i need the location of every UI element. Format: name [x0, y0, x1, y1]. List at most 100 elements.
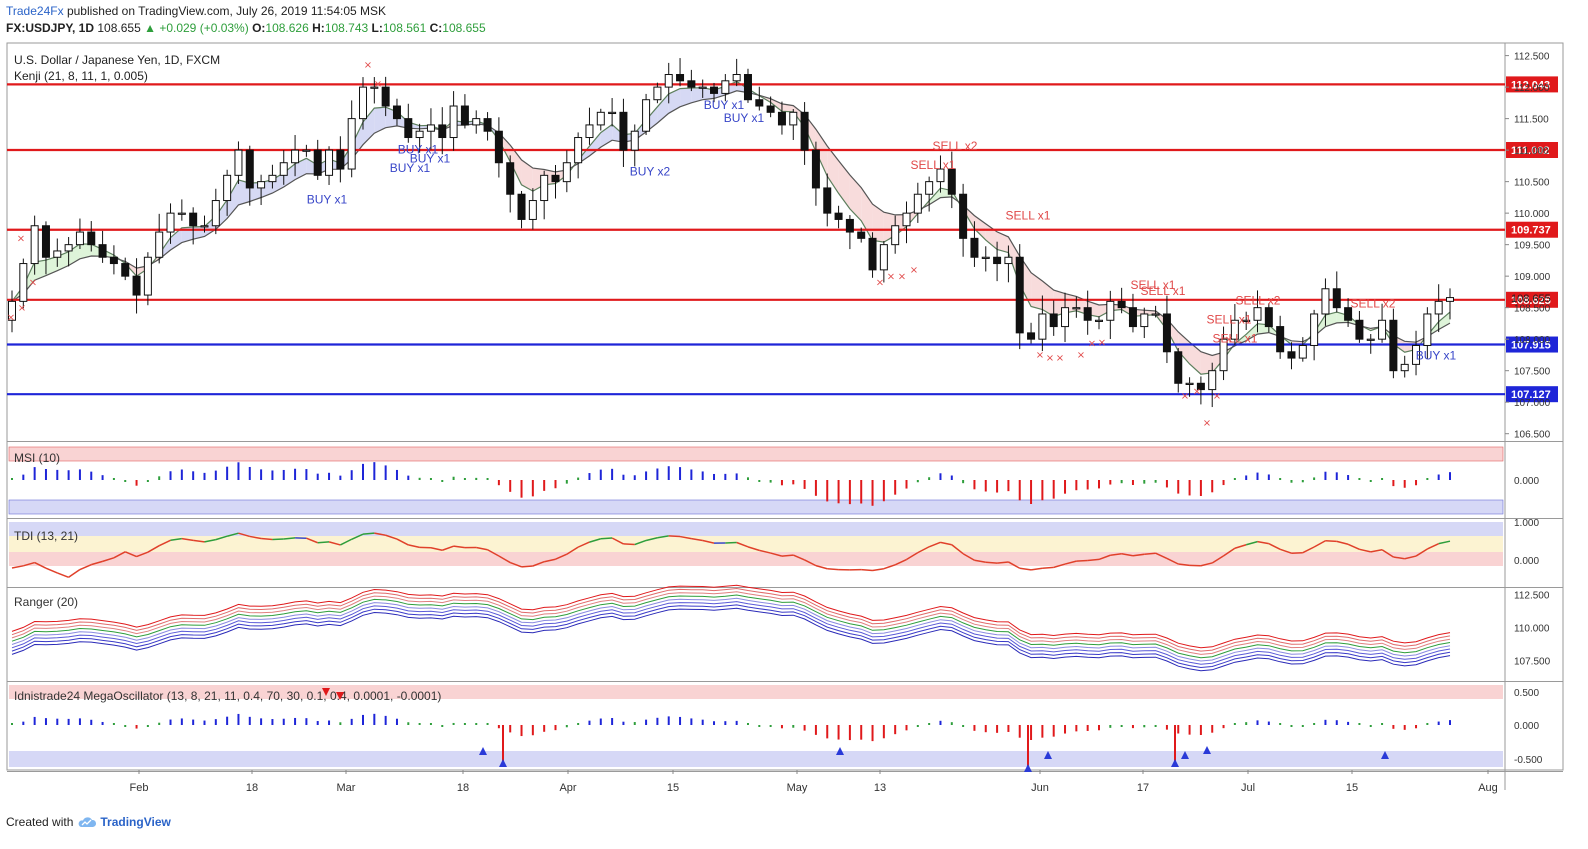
- mega-triangle: [479, 747, 487, 755]
- tdi-segment: [1098, 554, 1111, 561]
- tdi-segment: [1008, 561, 1021, 569]
- candle: [800, 111, 809, 151]
- tdi-segment: [532, 561, 545, 567]
- created-with-text: Created with: [6, 815, 74, 829]
- candle: [381, 86, 390, 107]
- signal-label: SELL x1: [1213, 331, 1258, 345]
- candle: [1061, 307, 1070, 328]
- signal-marker: ×: [1203, 418, 1211, 429]
- cloud-icon: [78, 817, 97, 827]
- tdi-segment: [883, 564, 896, 570]
- tdi-segment: [1302, 546, 1315, 554]
- level-label-bg: [1506, 221, 1558, 238]
- candle: [64, 244, 73, 252]
- tdi-segment: [566, 546, 579, 555]
- signal-marker: ×: [17, 234, 25, 245]
- tdi-segment: [577, 541, 590, 548]
- tdi-segment: [521, 565, 533, 568]
- level-label: 111.002: [1511, 145, 1550, 157]
- candle: [585, 124, 594, 139]
- tdi-segment: [442, 545, 454, 551]
- tdi-segment: [11, 565, 24, 569]
- footer: Created with TradingView: [6, 815, 171, 829]
- level-label-bg: [1506, 336, 1558, 353]
- candle: [132, 275, 141, 296]
- y-tick-label: 111.000: [1514, 146, 1549, 157]
- mega-upper-band: [9, 685, 1503, 699]
- candle: [166, 212, 175, 233]
- cloud-segment: [668, 88, 681, 114]
- candle: [721, 80, 730, 94]
- x-tick-label: 15: [667, 782, 679, 794]
- tdi-segment: [283, 537, 296, 540]
- tdi-segment: [736, 541, 749, 548]
- tdi-segment: [34, 561, 47, 569]
- x-tick-label: 18: [457, 782, 469, 794]
- candle: [811, 149, 820, 189]
- tdi-segment: [170, 537, 182, 542]
- publisher-link[interactable]: Trade24Fx: [6, 4, 64, 18]
- y-tick-label: 109.500: [1514, 241, 1551, 252]
- candle: [279, 162, 288, 176]
- chart-title: U.S. Dollar / Japanese Yen, 1D, FXCM: [14, 53, 220, 67]
- tdi-segment: [385, 534, 398, 540]
- candle: [959, 193, 968, 239]
- tdi-segment: [193, 539, 205, 543]
- mega-tick-label: -0.500: [1514, 755, 1543, 766]
- candle: [823, 187, 832, 214]
- candle: [755, 99, 764, 107]
- level-label-bg: [1506, 76, 1558, 93]
- tdi-segment: [238, 532, 250, 538]
- tdi-segment: [792, 554, 805, 561]
- candle: [517, 193, 526, 220]
- tdi-segment: [1393, 556, 1405, 560]
- x-tick-label: Aug: [1478, 782, 1498, 794]
- signal-marker: ×: [18, 303, 26, 314]
- y-tick-label: 108.000: [1514, 335, 1551, 346]
- ranger-line: [11, 584, 1451, 649]
- tdi-segment: [1438, 540, 1451, 545]
- mega-triangle-down: [336, 692, 344, 700]
- tdi-segment: [1234, 544, 1247, 549]
- candle: [1140, 313, 1149, 328]
- candle: [1027, 332, 1036, 340]
- level-label: 108.625: [1511, 295, 1551, 307]
- signal-marker: ×: [1225, 334, 1233, 345]
- tdi-segment: [181, 537, 194, 542]
- ranger-line: [11, 594, 1451, 659]
- tdi-segment: [1381, 549, 1394, 558]
- candle: [460, 105, 469, 126]
- high-value: 108.743: [324, 21, 369, 35]
- tdi-segment: [600, 537, 613, 540]
- tdi-segment: [113, 551, 126, 559]
- level-label-bg: [1506, 291, 1558, 308]
- candle: [891, 225, 900, 246]
- candle: [370, 86, 379, 89]
- tdi-title: TDI (13, 21): [14, 529, 78, 543]
- candle: [8, 300, 16, 321]
- tdi-segment: [691, 537, 703, 542]
- level-label-bg: [1506, 386, 1558, 403]
- candle: [177, 212, 186, 215]
- candle: [1446, 297, 1454, 302]
- candle: [1015, 256, 1024, 334]
- candle: [834, 212, 843, 220]
- candle: [155, 231, 164, 258]
- candle: [1434, 300, 1443, 315]
- candle: [1355, 319, 1364, 340]
- tdi-segment: [509, 561, 522, 568]
- candle: [562, 162, 571, 183]
- price-change: ▲ +0.029 (+0.03%): [144, 21, 249, 35]
- tdi-segment: [57, 572, 69, 579]
- tdi-segment: [1087, 558, 1100, 562]
- ranger-line: [11, 591, 1451, 655]
- tdi-tick-label: 1.000: [1514, 518, 1539, 529]
- signal-label: SELL x2: [1236, 294, 1281, 308]
- candle: [1253, 307, 1262, 321]
- chart-frame: [6, 42, 1564, 771]
- tradingview-logo[interactable]: TradingView: [77, 815, 171, 829]
- level-label: 107.127: [1511, 389, 1551, 401]
- mega-tick-label: 0.000: [1514, 721, 1539, 732]
